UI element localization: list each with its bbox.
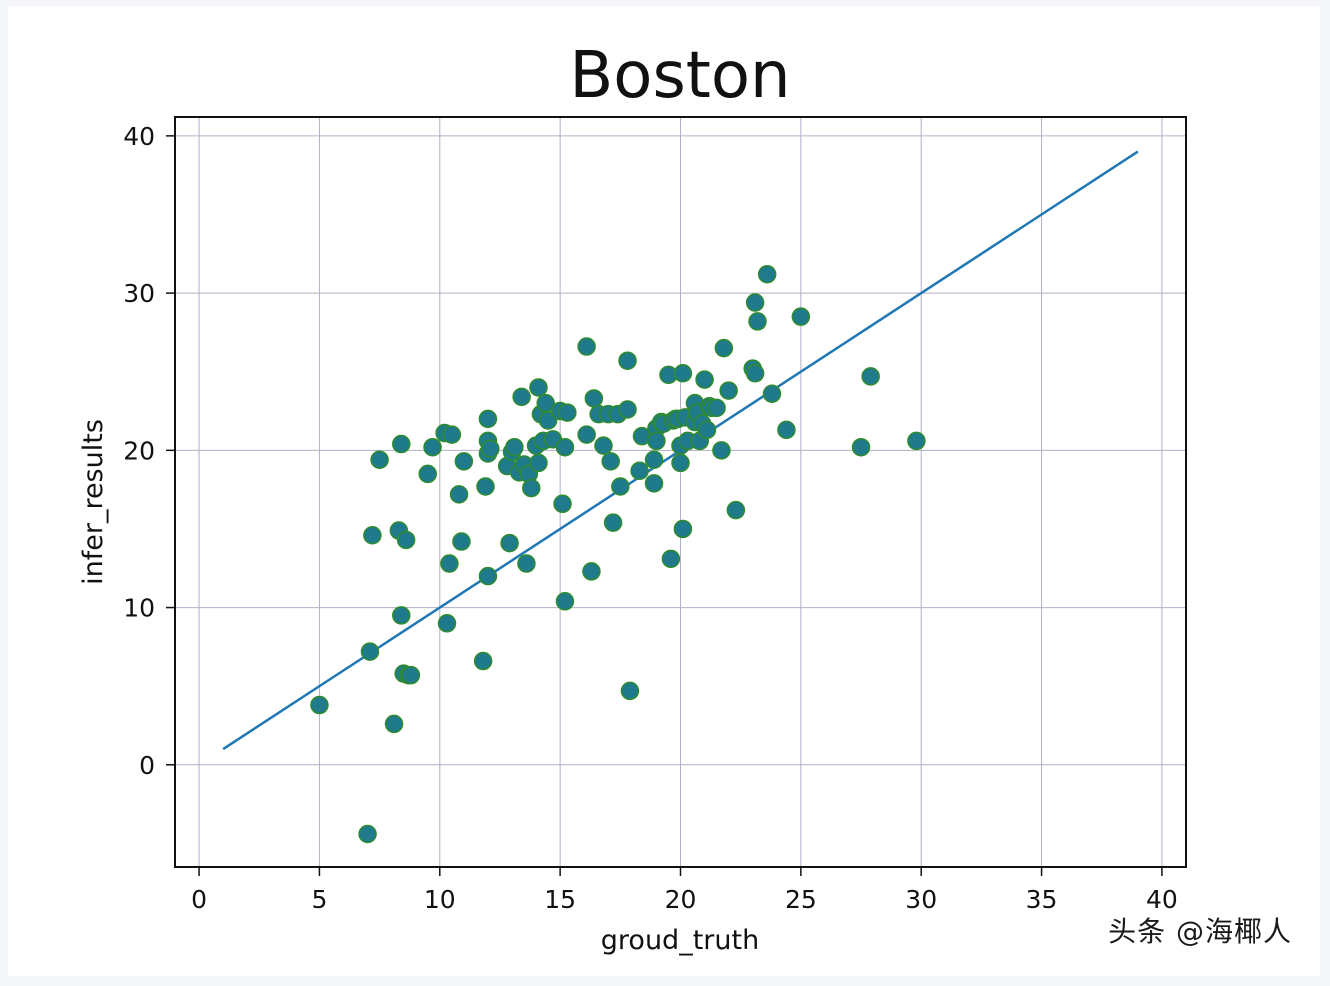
scatter-point	[505, 437, 524, 457]
scatter-point	[522, 478, 541, 498]
scatter-point	[476, 477, 495, 496]
scatter-point	[512, 387, 531, 407]
y-tick-label: 20	[123, 436, 155, 465]
x-tick-label: 15	[544, 885, 576, 914]
scatter-point	[762, 384, 782, 403]
scatter-point	[748, 312, 767, 331]
scatter-point	[558, 403, 577, 422]
scatter-point	[384, 714, 404, 734]
scatter-point	[577, 425, 596, 444]
y-tick-label: 40	[123, 122, 155, 151]
scatter-point	[310, 695, 329, 715]
scatter-point	[757, 264, 777, 284]
scatter-point	[500, 533, 519, 553]
scatter-point	[442, 425, 462, 444]
scatter-point	[437, 614, 457, 633]
scatter-point	[401, 665, 421, 685]
scatter-point	[618, 400, 637, 419]
scatter-point	[851, 437, 871, 457]
scatter-point	[452, 532, 471, 551]
scatter-point	[538, 411, 558, 430]
y-tick-label: 30	[123, 279, 155, 308]
scatter-point	[418, 464, 437, 484]
scatter-point	[423, 437, 442, 457]
watermark: 头条 @海椰人	[1108, 915, 1292, 948]
scatter-point	[553, 494, 572, 514]
scatter-point	[745, 293, 765, 312]
chart-title: Boston	[569, 39, 790, 113]
scatter-point	[481, 439, 500, 459]
scatter-point	[392, 606, 411, 625]
scatter-point	[358, 824, 377, 844]
y-tick-label: 0	[139, 751, 155, 780]
scatter-point	[726, 500, 746, 520]
scatter-point	[777, 420, 796, 440]
scatter-point	[695, 370, 714, 389]
scatter-point	[671, 453, 690, 473]
scatter-point	[577, 337, 596, 356]
scatter-point	[791, 307, 811, 326]
scatter-point	[370, 450, 389, 470]
scatter-points-series	[310, 264, 926, 844]
scatter-point	[555, 437, 575, 457]
scatter-point	[454, 452, 474, 471]
x-tick-label: 20	[665, 885, 697, 914]
x-tick-label: 25	[785, 885, 817, 914]
scatter-point	[707, 398, 726, 418]
grid	[175, 117, 1186, 867]
scatter-point	[712, 441, 731, 460]
scatter-point	[714, 338, 734, 358]
axis-ticks: 0 5 10 15 20 25 30 35 40 0 10 20 30 40	[123, 122, 1178, 914]
scatter-point	[594, 436, 613, 455]
x-tick-label: 35	[1026, 885, 1058, 914]
y-tick-label: 10	[123, 594, 155, 623]
scatter-point	[861, 367, 880, 386]
scatter-point	[478, 566, 498, 586]
scatter-point	[555, 592, 575, 611]
scatter-point	[396, 530, 416, 550]
scatter-point	[697, 420, 717, 440]
scatter-chart: Boston 0 5 10 15 20 25 30 35 40 0 10 20 30 40 groud_t…	[78, 39, 1187, 956]
scatter-point	[673, 519, 693, 539]
x-tick-label: 0	[191, 885, 207, 914]
x-tick-label: 40	[1146, 885, 1178, 914]
scatter-point	[478, 409, 498, 429]
scatter-point	[584, 389, 604, 408]
x-tick-label: 10	[424, 885, 456, 914]
scatter-point	[529, 453, 548, 473]
scatter-point	[473, 651, 493, 671]
scatter-point	[360, 642, 380, 661]
scatter-point	[907, 431, 926, 451]
scatter-point	[363, 525, 382, 545]
scatter-point	[603, 513, 623, 532]
scatter-point	[644, 450, 664, 470]
scatter-point	[661, 549, 681, 569]
scatter-point	[647, 431, 666, 451]
chart-figure: Boston 0 5 10 15 20 25 30 35 40 0 10 20 30 40 groud_t…	[8, 6, 1320, 976]
scatter-point	[644, 474, 664, 493]
scatter-point	[392, 434, 411, 454]
x-axis-label: groud_truth	[601, 925, 759, 956]
scatter-point	[630, 461, 649, 481]
scatter-point	[601, 452, 620, 471]
y-axis-label: infer_results	[78, 419, 109, 585]
scatter-point	[449, 485, 469, 504]
scatter-point	[673, 364, 693, 383]
scatter-point	[618, 351, 637, 370]
x-tick-label: 30	[905, 885, 937, 914]
x-tick-label: 5	[311, 885, 327, 914]
scatter-point	[517, 554, 536, 573]
plot-frame	[174, 116, 1187, 868]
scatter-point	[440, 554, 459, 573]
scatter-point	[719, 381, 738, 400]
scatter-point	[611, 477, 630, 496]
scatter-point	[582, 562, 601, 581]
scatter-point	[745, 364, 765, 383]
scatter-point	[529, 378, 548, 397]
scatter-point	[620, 681, 640, 701]
